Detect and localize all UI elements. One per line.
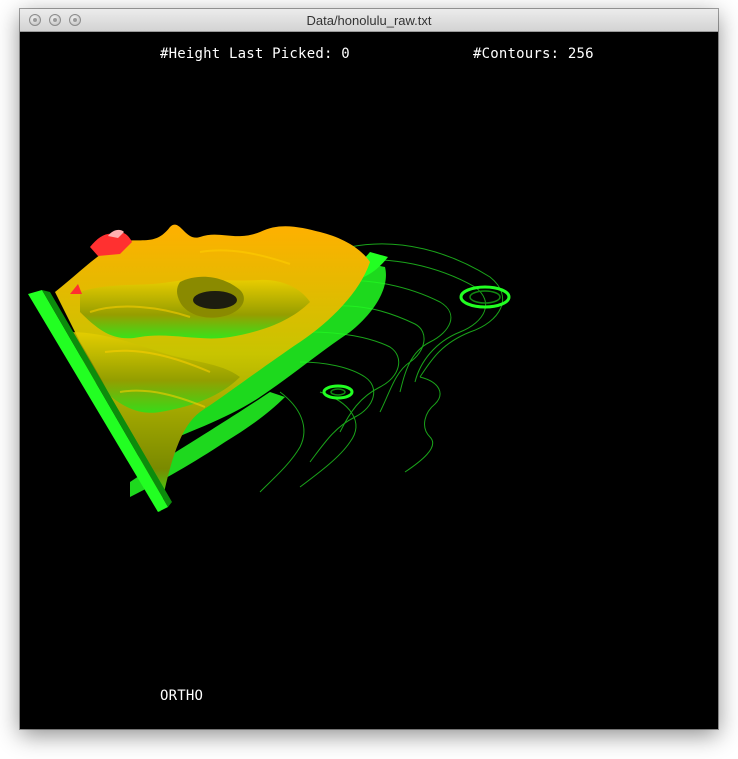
- slope-stripes: [89, 249, 291, 408]
- height-picked-label: #Height Last Picked: 0: [160, 46, 350, 62]
- window-title: Data/honolulu_raw.txt: [306, 13, 432, 28]
- crater-contours: [322, 285, 511, 400]
- title-bar[interactable]: Data/honolulu_raw.txt: [20, 9, 718, 32]
- terrain-viewport[interactable]: #Height Last Picked: 0 #Contours: 256 OR…: [20, 32, 718, 729]
- terrain-edge-shadow: [42, 290, 172, 507]
- close-button[interactable]: [29, 14, 41, 26]
- zoom-button[interactable]: [69, 14, 81, 26]
- minimize-button[interactable]: [49, 14, 61, 26]
- contour-count-label: #Contours: 256: [473, 46, 594, 62]
- terrain-edge-wall: [28, 290, 168, 512]
- peak-highlights: [70, 229, 132, 294]
- app-window: Data/honolulu_raw.txt: [20, 9, 718, 729]
- projection-mode-label: ORTHO: [160, 688, 204, 704]
- contour-lines: [259, 243, 503, 493]
- terrain-render: [28, 224, 511, 512]
